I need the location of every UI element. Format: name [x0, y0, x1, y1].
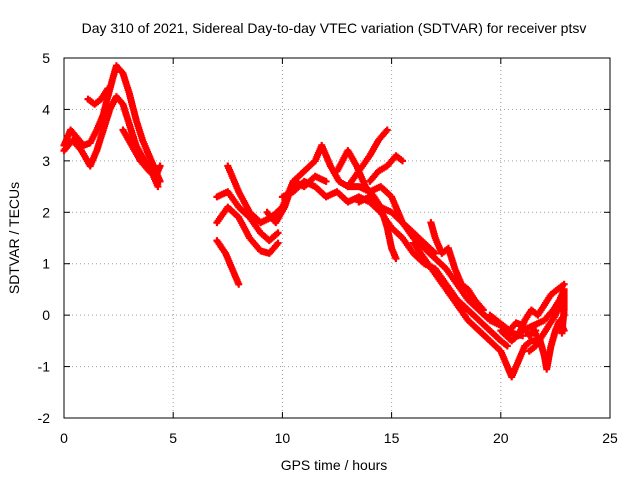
data-marker-path	[84, 85, 112, 108]
data-points	[60, 62, 568, 381]
series-trace-13	[366, 152, 407, 185]
plot-frame	[63, 57, 611, 419]
x-tick-label: 0	[60, 430, 68, 446]
series-trace-21	[497, 285, 568, 345]
x-tick-labels: 0 5 10 15 20 25	[60, 430, 618, 446]
series-trace-12	[344, 126, 391, 191]
x-tick-label: 5	[169, 430, 177, 446]
data-marker-path	[213, 188, 282, 245]
series-trace-16	[427, 219, 487, 314]
data-marker-path	[213, 203, 282, 257]
series-trace-15	[409, 239, 544, 381]
x-tick-label: 20	[493, 430, 509, 446]
data-marker-path	[427, 219, 487, 314]
series-trace-4	[119, 126, 164, 180]
axis-ticks	[63, 57, 611, 419]
x-tick-label: 10	[275, 430, 291, 446]
data-marker-path	[60, 62, 164, 185]
y-tick-label: 4	[42, 101, 50, 117]
x-axis-label: GPS time / hours	[281, 457, 388, 473]
data-marker-path	[344, 126, 391, 191]
y-tick-label: 2	[42, 204, 50, 220]
x-tick-label: 15	[384, 430, 400, 446]
series-trace-6	[213, 203, 282, 257]
data-marker-path	[213, 237, 243, 288]
data-marker-path	[119, 126, 164, 180]
series-trace-8	[213, 237, 243, 288]
y-tick-label: 1	[42, 256, 50, 272]
y-tick-label: -1	[38, 359, 51, 375]
grid-lines	[64, 58, 610, 418]
x-tick-label: 25	[602, 430, 618, 446]
y-tick-labels: -2 -1 0 1 2 3 4 5	[38, 50, 51, 426]
chart-title: Day 310 of 2021, Sidereal Day-to-day VTE…	[82, 20, 587, 36]
series-trace-3	[84, 85, 112, 108]
series-trace-1	[60, 62, 164, 185]
y-tick-label: 0	[42, 307, 50, 323]
data-marker-path	[409, 239, 544, 381]
series-trace-5	[213, 188, 282, 245]
y-tick-label: 5	[42, 50, 50, 66]
y-tick-label: -2	[38, 410, 51, 426]
y-axis-label: SDTVAR / TECUs	[6, 182, 22, 294]
y-tick-label: 3	[42, 153, 50, 169]
data-marker-path	[497, 285, 568, 345]
data-marker-path	[366, 152, 407, 185]
